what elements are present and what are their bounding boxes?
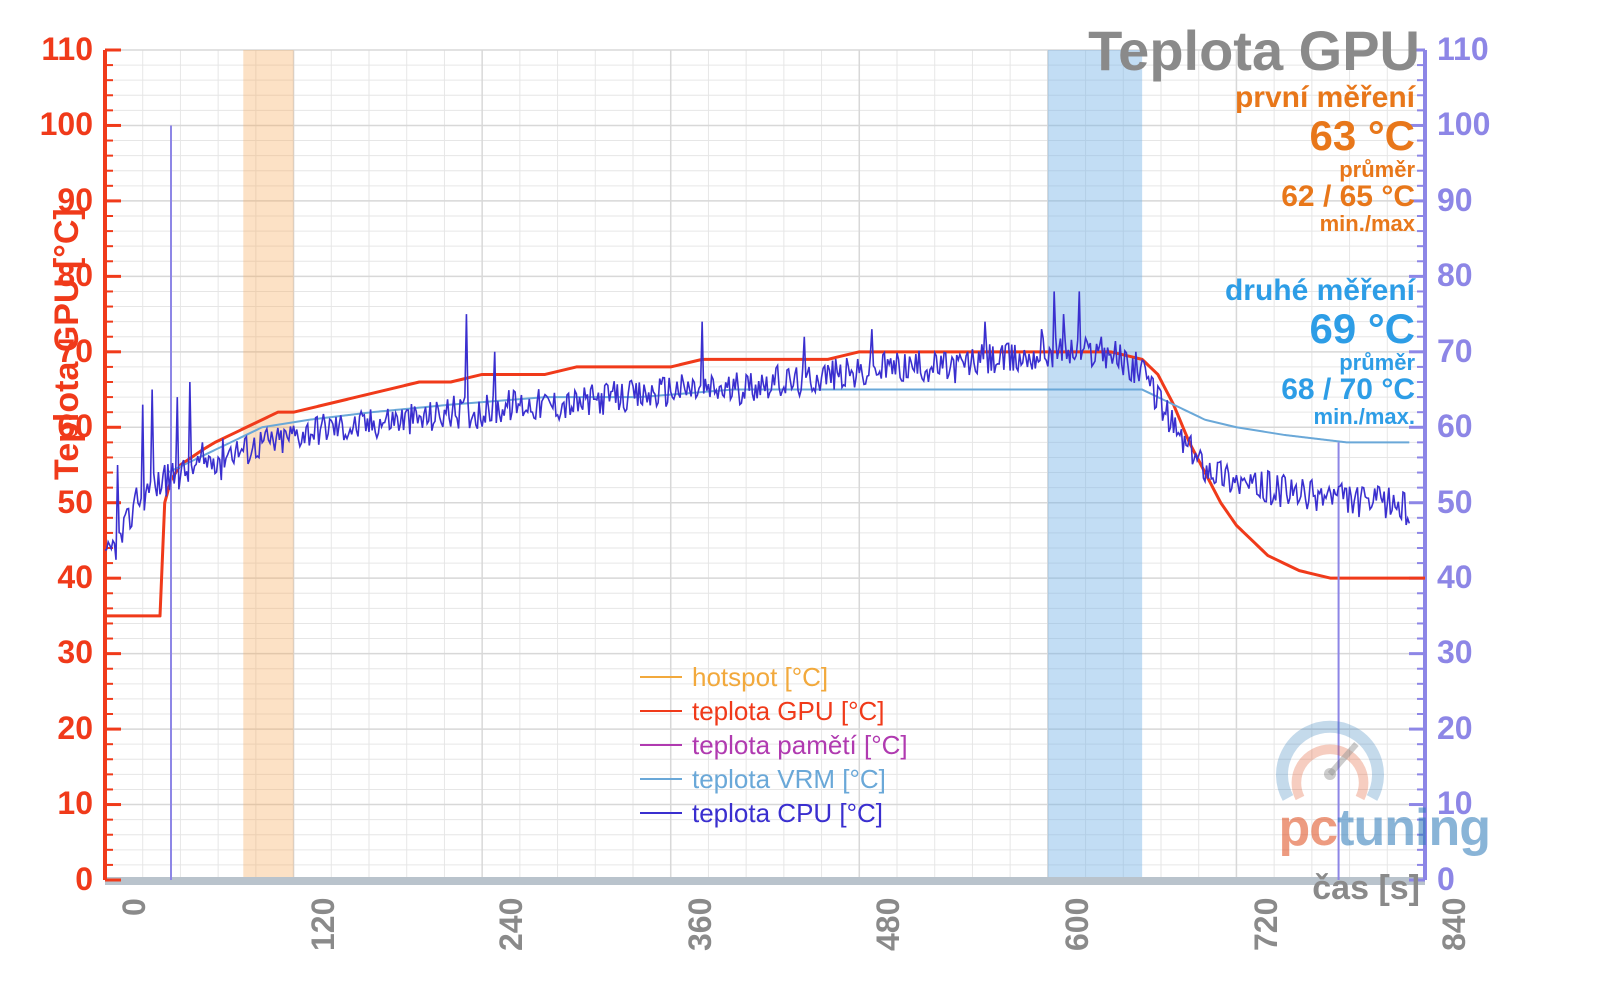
x-tick: 120 [305, 897, 342, 950]
x-tick: 0 [116, 898, 153, 916]
second-range: 68 / 70 °C [1225, 374, 1415, 406]
gauge-icon [1270, 708, 1390, 828]
chart-title: Teplota GPU [1088, 18, 1420, 83]
legend-label: teplota CPU [°C] [692, 798, 883, 829]
x-tick: 600 [1059, 897, 1096, 950]
second-heading: druhé měření [1225, 275, 1415, 307]
legend: hotspot [°C]teplota GPU [°C]teplota pamě… [640, 660, 908, 830]
legend-item: teplota VRM [°C] [640, 762, 908, 796]
y-left-tick: 110 [41, 31, 93, 68]
x-tick: 840 [1436, 897, 1473, 950]
chart-container: Teplota GPU Teplota GPU [°C] Fan speed [… [0, 0, 1600, 1008]
x-tick: 480 [870, 897, 907, 950]
x-tick: 240 [493, 897, 530, 950]
y-right-tick: 90 [1437, 182, 1473, 219]
legend-swatch [640, 676, 682, 678]
y-left-tick: 90 [57, 182, 93, 219]
y-left-tick: 80 [57, 257, 93, 294]
annotation-first: první měření 63 °C průměr 62 / 65 °C min… [1235, 82, 1415, 235]
legend-swatch [640, 812, 682, 814]
legend-label: teplota pamětí [°C] [692, 730, 908, 761]
x-tick: 360 [682, 897, 719, 950]
y-right-tick: 60 [1437, 408, 1473, 445]
second-vlabel: průměr [1225, 351, 1415, 374]
y-left-tick: 0 [75, 861, 93, 898]
y-left-tick: 30 [57, 634, 93, 671]
y-left-tick: 70 [57, 333, 93, 370]
legend-item: teplota GPU [°C] [640, 694, 908, 728]
y-right-tick: 40 [1437, 559, 1473, 596]
y-left-tick: 20 [57, 710, 93, 747]
legend-item: teplota CPU [°C] [640, 796, 908, 830]
y-right-tick: 10 [1437, 785, 1473, 822]
annotation-second: druhé měření 69 °C průměr 68 / 70 °C min… [1225, 275, 1415, 428]
legend-label: hotspot [°C] [692, 662, 828, 693]
chart-title-text: Teplota GPU [1088, 19, 1420, 82]
second-rlabel: min./max. [1225, 405, 1415, 428]
y-left-tick: 40 [57, 559, 93, 596]
y-right-tick: 30 [1437, 634, 1473, 671]
y-left-tick: 60 [57, 408, 93, 445]
legend-label: teplota GPU [°C] [692, 696, 884, 727]
y-right-tick: 70 [1437, 333, 1473, 370]
y-left-tick: 50 [57, 484, 93, 521]
second-value: 69 °C [1225, 307, 1415, 351]
legend-swatch [640, 710, 682, 712]
y-right-tick: 110 [1437, 31, 1489, 68]
y-right-tick: 20 [1437, 710, 1473, 747]
x-tick: 720 [1248, 897, 1285, 950]
y-right-tick: 100 [1437, 106, 1490, 143]
y-left-tick: 10 [57, 785, 93, 822]
legend-label: teplota VRM [°C] [692, 764, 886, 795]
first-value: 63 °C [1235, 114, 1415, 158]
legend-swatch [640, 778, 682, 780]
first-range: 62 / 65 °C [1235, 181, 1415, 213]
y-left-tick: 100 [40, 106, 93, 143]
legend-item: teplota pamětí [°C] [640, 728, 908, 762]
first-heading: první měření [1235, 82, 1415, 114]
y-right-tick: 80 [1437, 257, 1473, 294]
legend-item: hotspot [°C] [640, 660, 908, 694]
y-right-tick: 50 [1437, 484, 1473, 521]
first-vlabel: průměr [1235, 158, 1415, 181]
x-axis-label: čas [s] [1312, 869, 1420, 908]
first-rlabel: min./max [1235, 212, 1415, 235]
legend-swatch [640, 744, 682, 746]
y-right-tick: 0 [1437, 861, 1455, 898]
